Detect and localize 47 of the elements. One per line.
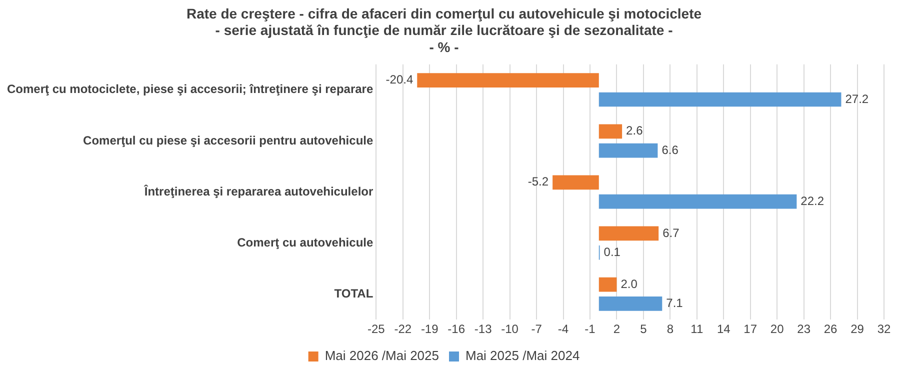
bar [552, 175, 599, 190]
x-tick-label: -7 [531, 322, 542, 336]
y-tick-label: Comerţul cu piese şi accesorii pentru autovehicule [83, 133, 374, 148]
data-label: 7.1 [666, 296, 684, 310]
y-tick-label: Comerţ cu autovehicule [237, 235, 374, 250]
x-tick-label: 2 [613, 322, 620, 336]
x-tick-label: 26 [824, 322, 838, 336]
x-tick-label: -1 [584, 322, 596, 336]
x-tick-label: 32 [877, 322, 891, 336]
x-tick-label: 11 [690, 322, 704, 336]
bar [598, 296, 662, 311]
data-label: 6.7 [662, 226, 680, 240]
chart-title: Rate de creştere - cifra de afaceri din comerţul cu autovehicule şi motociclete - serie ajustată în funcţie de număr zile lucrătoare şi de sezonalitate - - % - [186, 5, 702, 55]
x-tick-label: -16 [448, 322, 466, 336]
bar [598, 277, 617, 292]
x-tick-label: -4 [558, 322, 569, 336]
data-label: 6.6 [662, 142, 679, 157]
bar [598, 143, 658, 158]
bar [417, 73, 599, 88]
legend-label: Mai 2025 /Mai 2024 [466, 348, 580, 364]
y-tick-label: Comerţ cu motociclete, piese şi accesorii; întreţinere şi reparare [6, 82, 374, 96]
x-tick-label: -10 [501, 322, 519, 336]
data-label: -20.4 [386, 72, 414, 87]
data-label: 22.2 [800, 194, 824, 208]
x-tick-label: 8 [666, 322, 674, 336]
x-tick-label: 5 [640, 322, 648, 336]
x-tick-label: -13 [474, 322, 492, 336]
x-tick-label: 17 [744, 322, 758, 336]
data-label: 27.2 [845, 92, 869, 106]
data-label: 0.1 [604, 244, 621, 259]
x-tick-label: -22 [394, 322, 412, 336]
bar [598, 92, 842, 107]
x-tick-label: 23 [797, 322, 811, 336]
y-tick-label: Întreţinerea şi repararea autovehiculelor [143, 184, 374, 198]
x-tick-label: -25 [367, 322, 386, 336]
y-tick-label: TOTAL [334, 286, 374, 300]
x-tick-label: 20 [770, 322, 784, 336]
x-tick-label: 29 [850, 322, 864, 336]
x-tick-label: -19 [420, 322, 439, 336]
data-label: 2.6 [626, 124, 644, 138]
data-label: -5.2 [528, 174, 549, 189]
x-tick-label: 14 [716, 322, 731, 336]
data-label: 2.0 [620, 276, 638, 291]
bar [598, 194, 797, 209]
bar [598, 124, 622, 139]
bar [598, 226, 659, 241]
legend-label: Mai 2026 /Mai 2025 [324, 348, 440, 364]
